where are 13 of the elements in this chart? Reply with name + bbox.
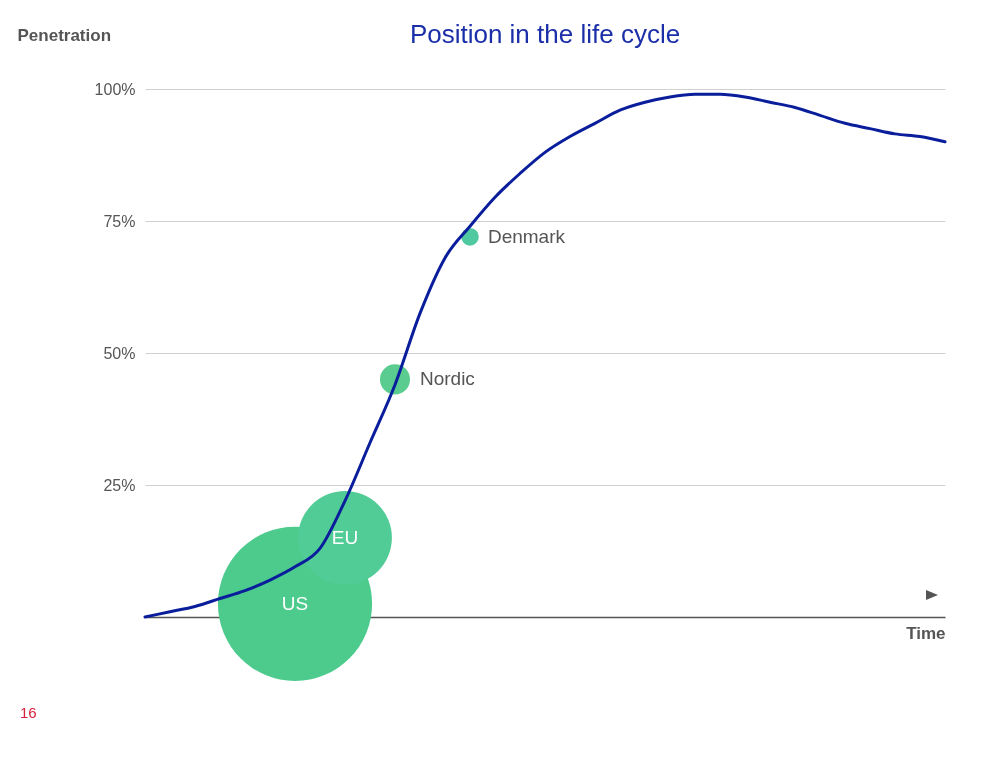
series-label: EU xyxy=(331,526,359,548)
y-axis-title: Penetration xyxy=(17,25,112,45)
series-label: Nordic xyxy=(419,368,475,390)
y-tick-label: 50% xyxy=(103,344,136,362)
y-tick-label: 75% xyxy=(103,212,136,230)
series-label: US xyxy=(281,592,309,614)
text: 16 xyxy=(20,704,37,721)
chart-title: Position in the life cycle xyxy=(409,19,681,49)
series-label: Denmark xyxy=(487,225,566,247)
line-series xyxy=(143,92,947,619)
y-tick-label: 25% xyxy=(103,476,136,494)
x-axis-title: Time xyxy=(906,623,946,643)
y-tick-label: 100% xyxy=(94,80,136,98)
